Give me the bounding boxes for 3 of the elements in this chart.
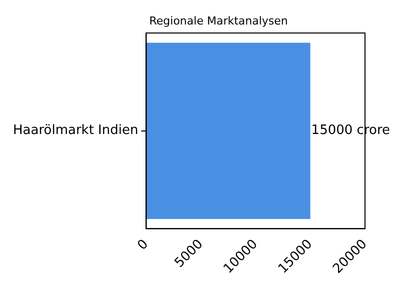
x-tick-label: 0 [134, 236, 152, 254]
chart-title: Regionale Marktanalysen [149, 14, 288, 28]
y-tick-label: Haarölmarkt Indien [12, 123, 138, 138]
